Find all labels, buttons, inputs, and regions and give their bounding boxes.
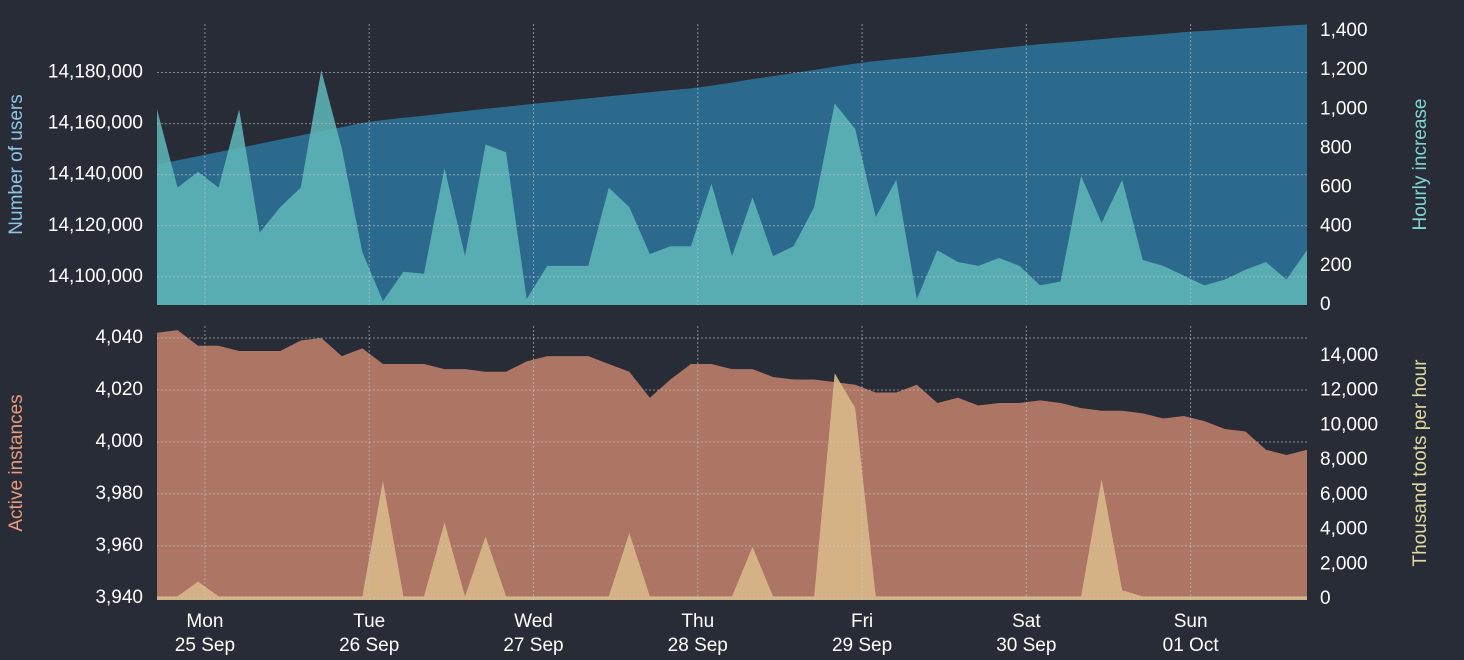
y-tick-label: 14,140,000	[48, 164, 143, 185]
y2-tick-label: 600	[1320, 177, 1352, 198]
y-tick-label: 4,040	[95, 327, 143, 348]
y2-tick-label: 800	[1320, 137, 1352, 158]
y-tick-label: 14,180,000	[48, 62, 143, 83]
y2-tick-label: 1,000	[1320, 98, 1368, 119]
y-tick-label: 3,940	[95, 587, 143, 608]
area	[157, 70, 1307, 305]
x-tick-label: 30 Sep	[996, 635, 1056, 656]
y2-tick-label: 0	[1320, 588, 1331, 609]
x-tick-label: Tue	[353, 611, 385, 632]
y2-tick-label: 12,000	[1320, 380, 1378, 401]
y2-tick-label: 1,200	[1320, 59, 1368, 80]
x-tick-label: Sat	[1012, 611, 1041, 632]
x-tick-label: 01 Oct	[1163, 635, 1220, 656]
y-axis-label: Active instances	[6, 394, 27, 531]
y2-tick-label: 14,000	[1320, 345, 1378, 366]
x-tick-label: 28 Sep	[668, 635, 728, 656]
x-tick-label: Thu	[681, 611, 714, 632]
y2-tick-label: 200	[1320, 255, 1352, 276]
x-tick-label: Sun	[1174, 611, 1208, 632]
y-tick-label: 4,020	[95, 379, 143, 400]
y2-tick-label: 8,000	[1320, 449, 1368, 470]
y-tick-label: 3,960	[95, 535, 143, 556]
y-tick-label: 14,120,000	[48, 215, 143, 236]
x-tick-label: 26 Sep	[339, 635, 399, 656]
y2-tick-label: 4,000	[1320, 519, 1368, 540]
y-tick-label: 14,100,000	[48, 266, 143, 287]
area	[157, 373, 1307, 600]
x-tick-label: 25 Sep	[175, 635, 235, 656]
y-axis-label: Number of users	[6, 94, 27, 234]
y2-tick-label: 2,000	[1320, 553, 1368, 574]
x-tick-label: Mon	[186, 611, 223, 632]
y2-tick-label: 6,000	[1320, 484, 1368, 505]
y-tick-label: 3,980	[95, 483, 143, 504]
x-tick-label: 29 Sep	[832, 635, 892, 656]
y-tick-label: 14,160,000	[48, 113, 143, 134]
y-tick-label: 4,000	[95, 431, 143, 452]
x-tick-label: Wed	[514, 611, 553, 632]
y2-axis-label: Hourly increase	[1410, 99, 1431, 231]
y2-tick-label: 0	[1320, 294, 1331, 315]
x-tick-label: 27 Sep	[503, 635, 563, 656]
area	[157, 330, 1307, 600]
y2-tick-label: 1,400	[1320, 20, 1368, 41]
x-tick-label: Fri	[851, 611, 873, 632]
y2-tick-label: 400	[1320, 216, 1352, 237]
y2-tick-label: 10,000	[1320, 414, 1378, 435]
y2-axis-label: Thousand toots per hour	[1410, 359, 1431, 567]
